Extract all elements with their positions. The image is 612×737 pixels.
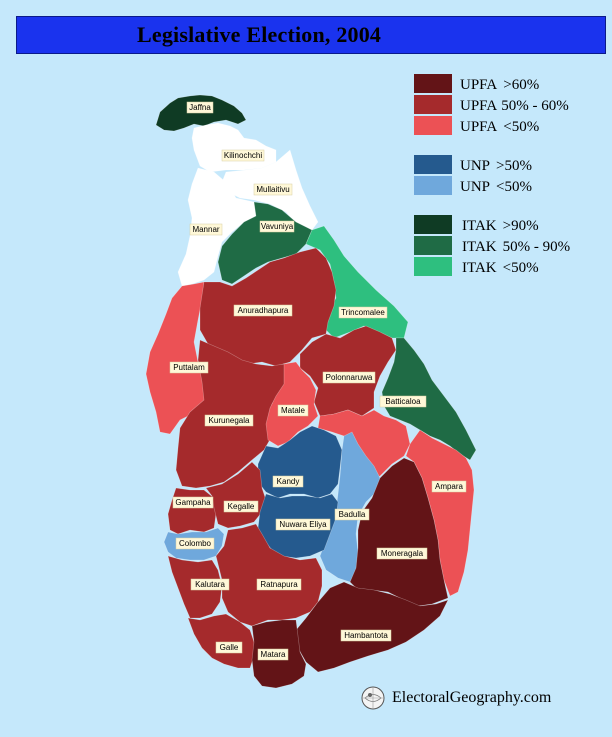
label-batticaloa: Batticaloa bbox=[379, 395, 427, 408]
legend-swatch-upfa-lt50 bbox=[414, 116, 452, 135]
label-text-mullaitivu: Mullaitivu bbox=[256, 185, 289, 194]
label-galle: Galle bbox=[215, 641, 243, 654]
legend-label-upfa-gt60: UPFA >60% bbox=[460, 77, 539, 93]
label-mullaitivu: Mullaitivu bbox=[253, 183, 293, 196]
label-puttalam: Puttalam bbox=[169, 361, 209, 374]
label-badulla: Badulla bbox=[334, 508, 370, 521]
map-legend: UPFA >60% UPFA 50% - 60% UPFA <50% UNP >50% … bbox=[414, 74, 570, 276]
label-text-kilinochchi: Kilinochchi bbox=[224, 151, 262, 160]
label-polonnaruwa: Polonnaruwa bbox=[322, 371, 376, 384]
map-title: Legislative Election, 2004 bbox=[137, 22, 382, 47]
label-nuwara-eliya: Nuwara Eliya bbox=[275, 518, 331, 531]
label-text-gampaha: Gampaha bbox=[175, 498, 211, 507]
label-text-puttalam: Puttalam bbox=[173, 363, 205, 372]
legend-label-itak-gt90: ITAK >90% bbox=[462, 218, 539, 234]
credit-text: ElectoralGeography.com bbox=[392, 689, 552, 706]
label-ampara: Ampara bbox=[431, 480, 467, 493]
label-mannar: Mannar bbox=[189, 223, 223, 236]
label-gampaha: Gampaha bbox=[172, 496, 214, 509]
label-kegalle: Kegalle bbox=[223, 500, 259, 513]
label-text-batticaloa: Batticaloa bbox=[385, 397, 421, 406]
district-batticaloa[interactable] bbox=[381, 337, 477, 461]
label-text-badulla: Badulla bbox=[339, 510, 366, 519]
district-labels: Jaffna Kilinochchi Mullaitivu Mannar Vav… bbox=[169, 101, 467, 661]
title-bar: Legislative Election, 2004 bbox=[16, 16, 606, 54]
label-text-vavuniya: Vavuniya bbox=[261, 222, 294, 231]
label-text-kalutara: Kalutara bbox=[195, 580, 225, 589]
legend-label-unp-lt50: UNP <50% bbox=[460, 179, 532, 195]
label-text-matara: Matara bbox=[261, 650, 286, 659]
label-text-nuwara-eliya: Nuwara Eliya bbox=[279, 520, 327, 529]
label-text-colombo: Colombo bbox=[179, 539, 212, 548]
district-gampaha[interactable] bbox=[167, 487, 217, 535]
globe-head-icon bbox=[361, 686, 385, 710]
legend-swatch-unp-gt50 bbox=[414, 155, 452, 174]
label-kandy: Kandy bbox=[272, 475, 304, 488]
label-text-hambantota: Hambantota bbox=[344, 631, 388, 640]
label-text-kurunegala: Kurunegala bbox=[209, 416, 250, 425]
legend-label-upfa-50-60: UPFA 50% - 60% bbox=[460, 98, 569, 114]
district-ratnapura[interactable] bbox=[215, 523, 323, 627]
label-text-jaffna: Jaffna bbox=[189, 103, 211, 112]
legend-swatch-unp-lt50 bbox=[414, 176, 452, 195]
legend-label-upfa-lt50: UPFA <50% bbox=[460, 119, 539, 135]
label-text-kegalle: Kegalle bbox=[228, 502, 255, 511]
label-vavuniya: Vavuniya bbox=[259, 220, 295, 233]
district-ampara[interactable] bbox=[405, 429, 475, 597]
district-polonnaruwa[interactable] bbox=[299, 325, 397, 417]
label-hambantota: Hambantota bbox=[340, 629, 392, 642]
label-ratnapura: Ratnapura bbox=[256, 578, 302, 591]
district-hambantota[interactable] bbox=[295, 581, 449, 673]
label-text-ampara: Ampara bbox=[435, 482, 464, 491]
label-text-matale: Matale bbox=[281, 406, 306, 415]
label-kurunegala: Kurunegala bbox=[204, 414, 254, 427]
label-trincomalee: Trincomalee bbox=[338, 306, 388, 319]
district-kilinochchi[interactable] bbox=[191, 122, 277, 173]
credit: ElectoralGeography.com bbox=[360, 684, 551, 712]
label-text-galle: Galle bbox=[220, 643, 239, 652]
legend-label-itak-lt50: ITAK <50% bbox=[462, 260, 539, 276]
label-matale: Matale bbox=[277, 404, 309, 417]
label-text-mannar: Mannar bbox=[192, 225, 219, 234]
label-colombo: Colombo bbox=[175, 537, 215, 550]
label-text-trincomalee: Trincomalee bbox=[341, 308, 385, 317]
label-text-kandy: Kandy bbox=[277, 477, 300, 486]
label-kilinochchi: Kilinochchi bbox=[221, 149, 265, 162]
legend-swatch-itak-gt90 bbox=[414, 215, 452, 234]
district-matale[interactable] bbox=[265, 361, 319, 447]
legend-swatch-upfa-gt60 bbox=[414, 74, 452, 93]
label-text-polonnaruwa: Polonnaruwa bbox=[326, 373, 373, 382]
district-kurunegala[interactable] bbox=[175, 339, 289, 489]
label-jaffna: Jaffna bbox=[186, 101, 214, 114]
label-anuradhapura: Anuradhapura bbox=[233, 304, 293, 317]
label-kalutara: Kalutara bbox=[190, 578, 230, 591]
label-text-anuradhapura: Anuradhapura bbox=[238, 306, 289, 315]
label-matara: Matara bbox=[257, 648, 289, 661]
label-text-ratnapura: Ratnapura bbox=[260, 580, 298, 589]
legend-swatch-itak-50-90 bbox=[414, 236, 452, 255]
legend-label-unp-gt50: UNP >50% bbox=[460, 158, 532, 174]
label-moneragala: Moneragala bbox=[376, 547, 428, 560]
legend-swatch-itak-lt50 bbox=[414, 257, 452, 276]
label-text-moneragala: Moneragala bbox=[381, 549, 424, 558]
legend-swatch-upfa-50-60 bbox=[414, 95, 452, 114]
district-moneragala[interactable] bbox=[349, 457, 449, 607]
legend-label-itak-50-90: ITAK 50% - 90% bbox=[462, 239, 570, 255]
